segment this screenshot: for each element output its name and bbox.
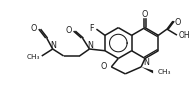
Text: O: O (65, 26, 72, 35)
Polygon shape (141, 67, 153, 73)
Text: O: O (142, 10, 148, 19)
Text: N: N (88, 40, 93, 50)
Text: O: O (30, 24, 37, 33)
Text: N: N (143, 58, 149, 67)
Text: N: N (51, 40, 57, 50)
Text: OH: OH (179, 31, 190, 40)
Text: O: O (101, 62, 107, 71)
Text: CH₃: CH₃ (26, 54, 40, 60)
Text: F: F (89, 24, 93, 33)
Text: CH₃: CH₃ (158, 69, 172, 75)
Text: O: O (175, 18, 181, 27)
